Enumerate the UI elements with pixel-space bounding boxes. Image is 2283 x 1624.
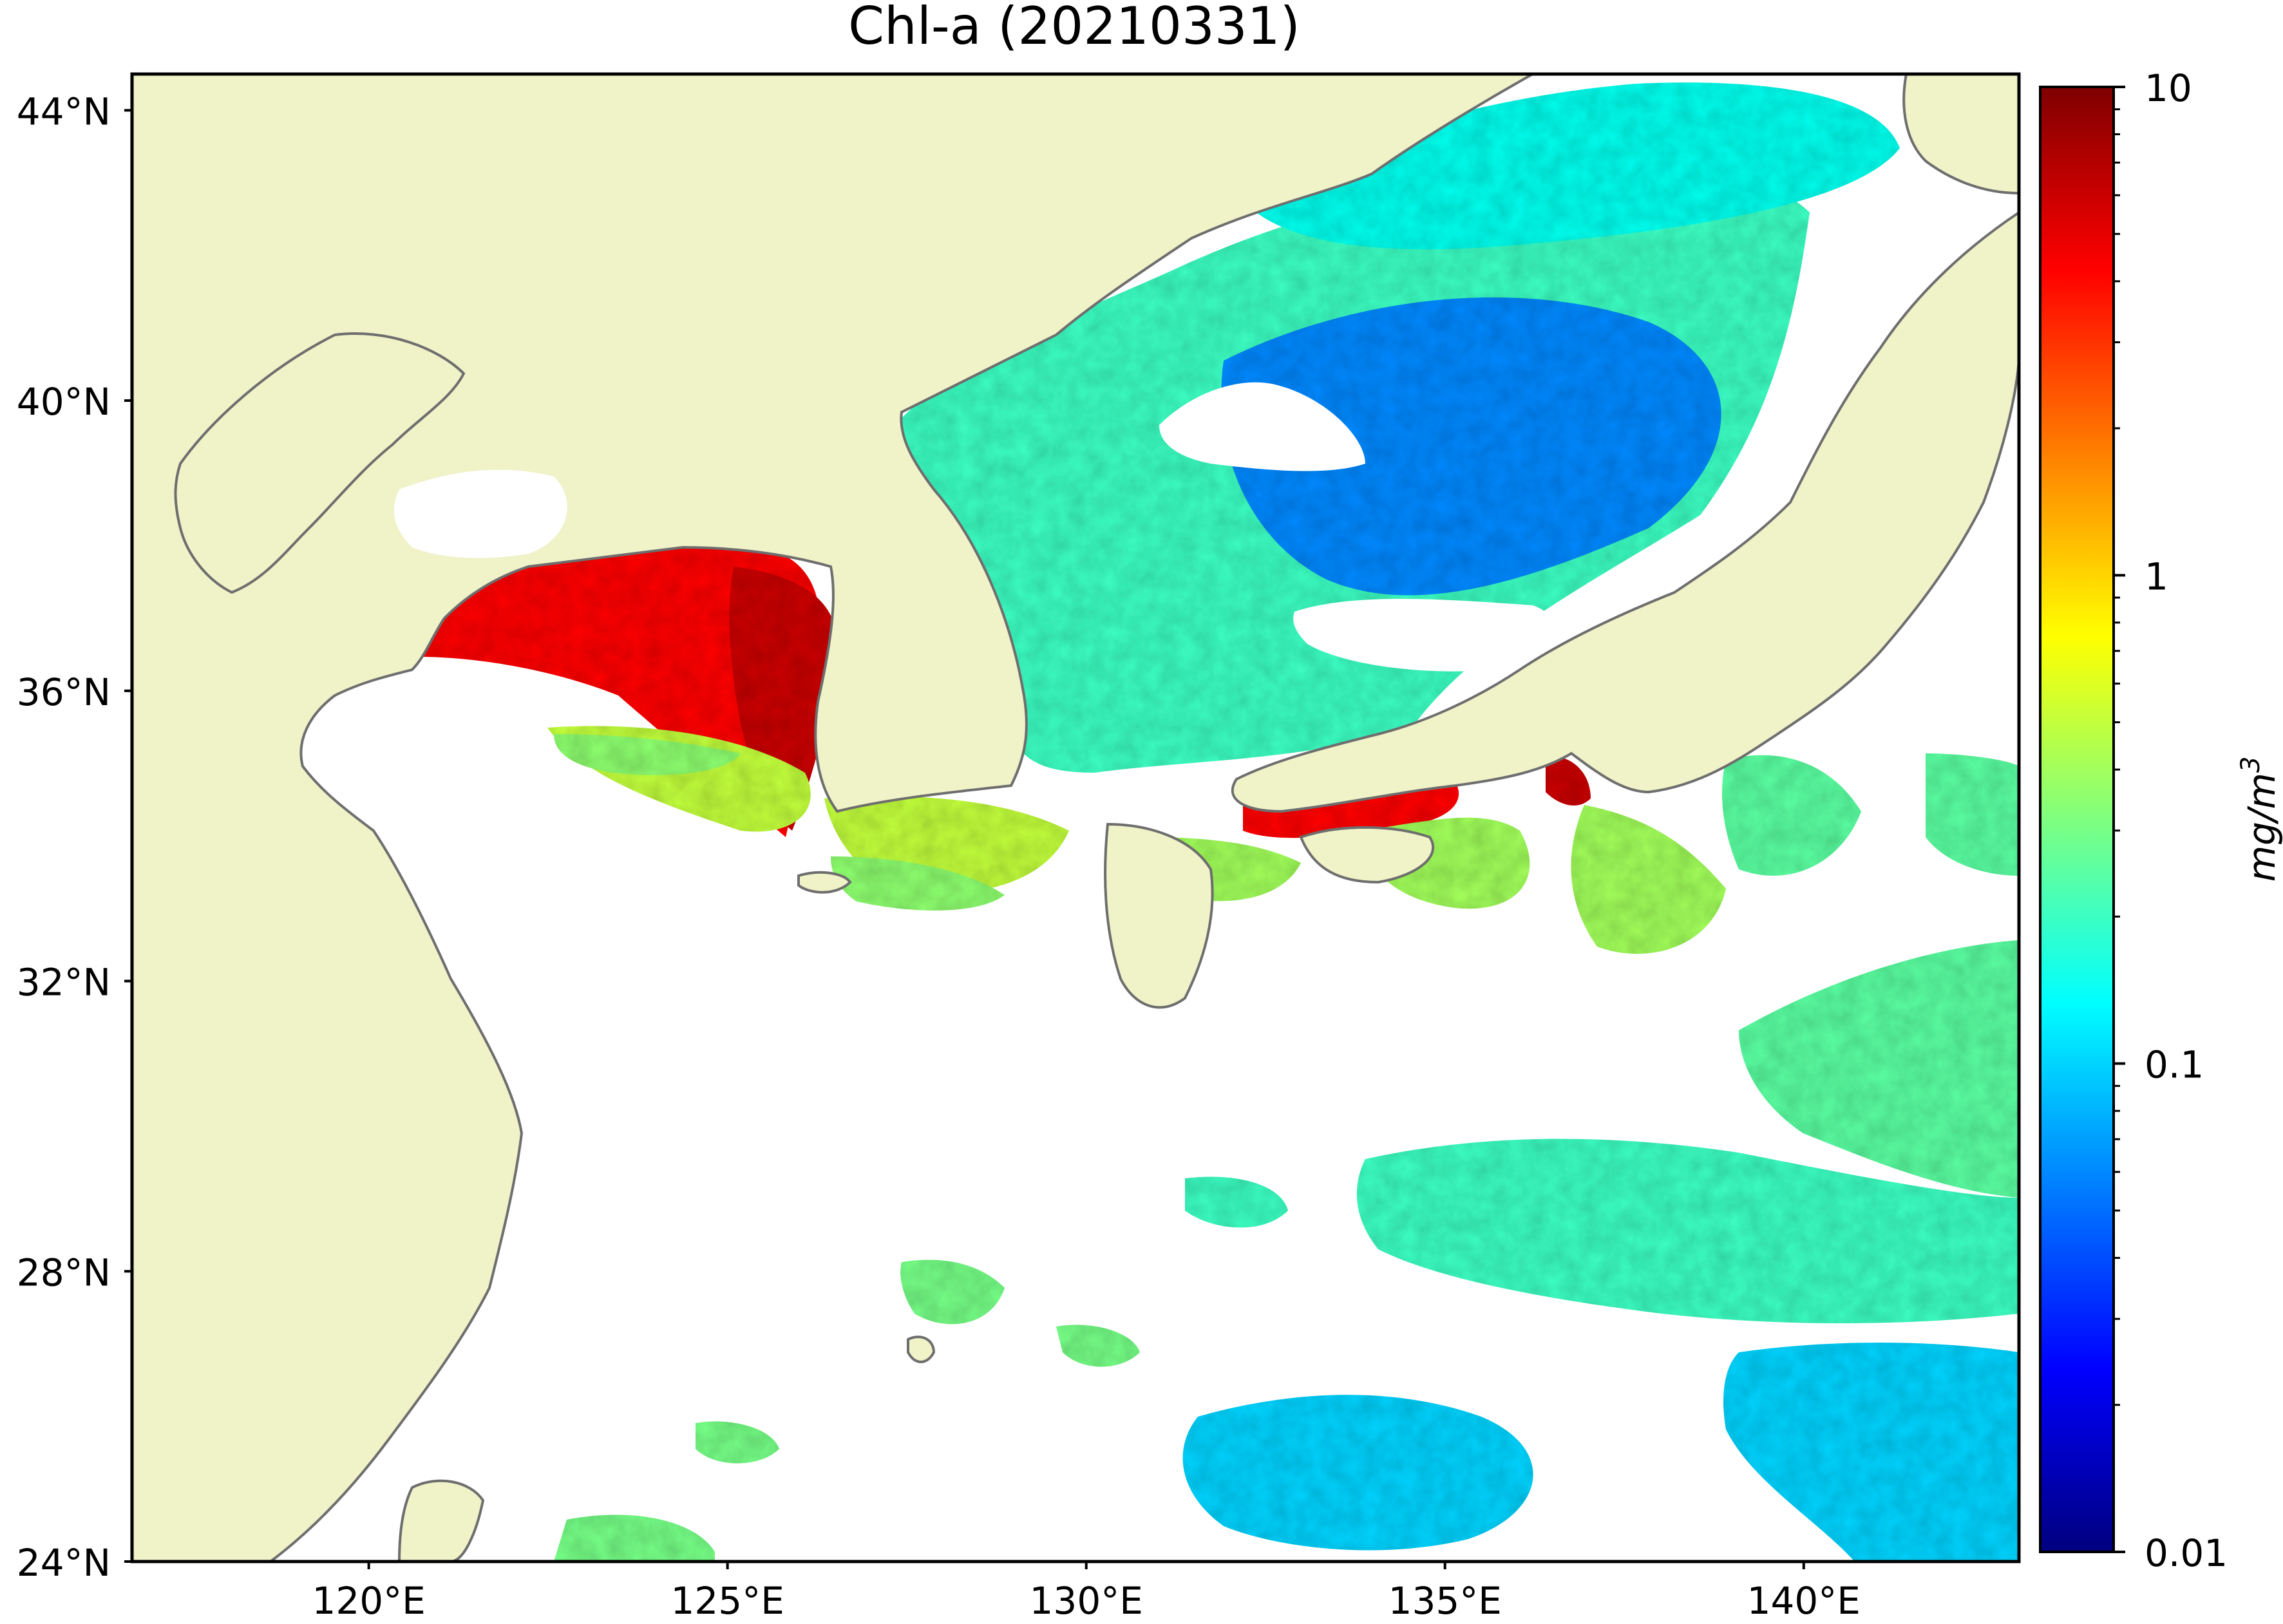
map-frame bbox=[130, 72, 2021, 1563]
land-japan-shikoku bbox=[1299, 826, 1435, 884]
region-philippine-sea-north bbox=[1185, 1138, 2019, 1323]
land-okinawa bbox=[907, 1336, 936, 1363]
region-shikoku-offshore bbox=[1146, 805, 1726, 954]
region-ryukyu-patches bbox=[554, 1260, 1140, 1562]
colorbar-ticks: 10 1 0.1 0.01 bbox=[2114, 66, 2228, 1575]
lat-label: 28°N bbox=[17, 1251, 111, 1294]
map-title: Chl-a (20210331) bbox=[848, 0, 1300, 56]
colorbar-frame bbox=[2039, 86, 2115, 1553]
lat-label: 44°N bbox=[17, 90, 111, 133]
lat-label: 24°N bbox=[17, 1541, 111, 1585]
region-philippine-sea-south bbox=[1182, 1343, 2019, 1562]
colorbar-label: mg/m3 bbox=[2236, 757, 2283, 882]
latitude-labels: 44°N 40°N 36°N 32°N 28°N 24°N bbox=[17, 90, 111, 1585]
land-taiwan bbox=[397, 1479, 485, 1562]
lat-label: 36°N bbox=[17, 670, 111, 714]
no-data-east-sea-b bbox=[1293, 599, 1551, 672]
lon-label: 135°E bbox=[1388, 1579, 1502, 1623]
land-asia-mainland bbox=[132, 74, 1536, 1562]
inland-no-data-areas bbox=[1159, 382, 1551, 672]
region-east-sea-central bbox=[1221, 297, 1721, 596]
region-east-china-sea-north bbox=[554, 734, 1005, 911]
lon-label: 140°E bbox=[1747, 1579, 1861, 1623]
land-jeju-island bbox=[797, 871, 852, 894]
colorbar-label-superscript: 3 bbox=[2236, 757, 2266, 773]
land-japan-hokkaido bbox=[1902, 74, 2019, 195]
land-japan-honshu bbox=[1231, 211, 2019, 813]
region-pacific-east bbox=[1722, 753, 2019, 1198]
lon-label: 125°E bbox=[670, 1579, 784, 1623]
ocean-color-layer bbox=[419, 82, 2019, 1562]
land-japan-kyushu bbox=[1104, 822, 1214, 1009]
colorbar-tick-label: 10 bbox=[2145, 66, 2192, 110]
longitude-labels: 120°E 125°E 130°E 135°E 140°E bbox=[312, 1579, 1860, 1623]
colorbar-tick-label: 0.01 bbox=[2145, 1531, 2228, 1575]
colorbar: 10 1 0.1 0.01 mg/m3 bbox=[2039, 66, 2283, 1575]
map-area bbox=[132, 74, 2019, 1562]
land-layer bbox=[132, 74, 2019, 1562]
region-east-sea-north bbox=[1236, 82, 1900, 250]
colorbar-tick-label: 0.1 bbox=[2145, 1043, 2204, 1087]
land-north-china-peninsula bbox=[174, 332, 466, 594]
lon-label: 120°E bbox=[312, 1579, 425, 1623]
lat-label: 40°N bbox=[17, 380, 111, 424]
colorbar-fill bbox=[2040, 87, 2114, 1552]
lon-label: 130°E bbox=[1030, 1579, 1143, 1623]
land-bohai-water bbox=[393, 469, 567, 558]
region-ise-bay bbox=[1546, 756, 1591, 806]
colorbar-tick-label: 1 bbox=[2145, 554, 2168, 598]
lat-label: 32°N bbox=[17, 961, 111, 1005]
no-data-east-sea-a bbox=[1159, 382, 1365, 471]
